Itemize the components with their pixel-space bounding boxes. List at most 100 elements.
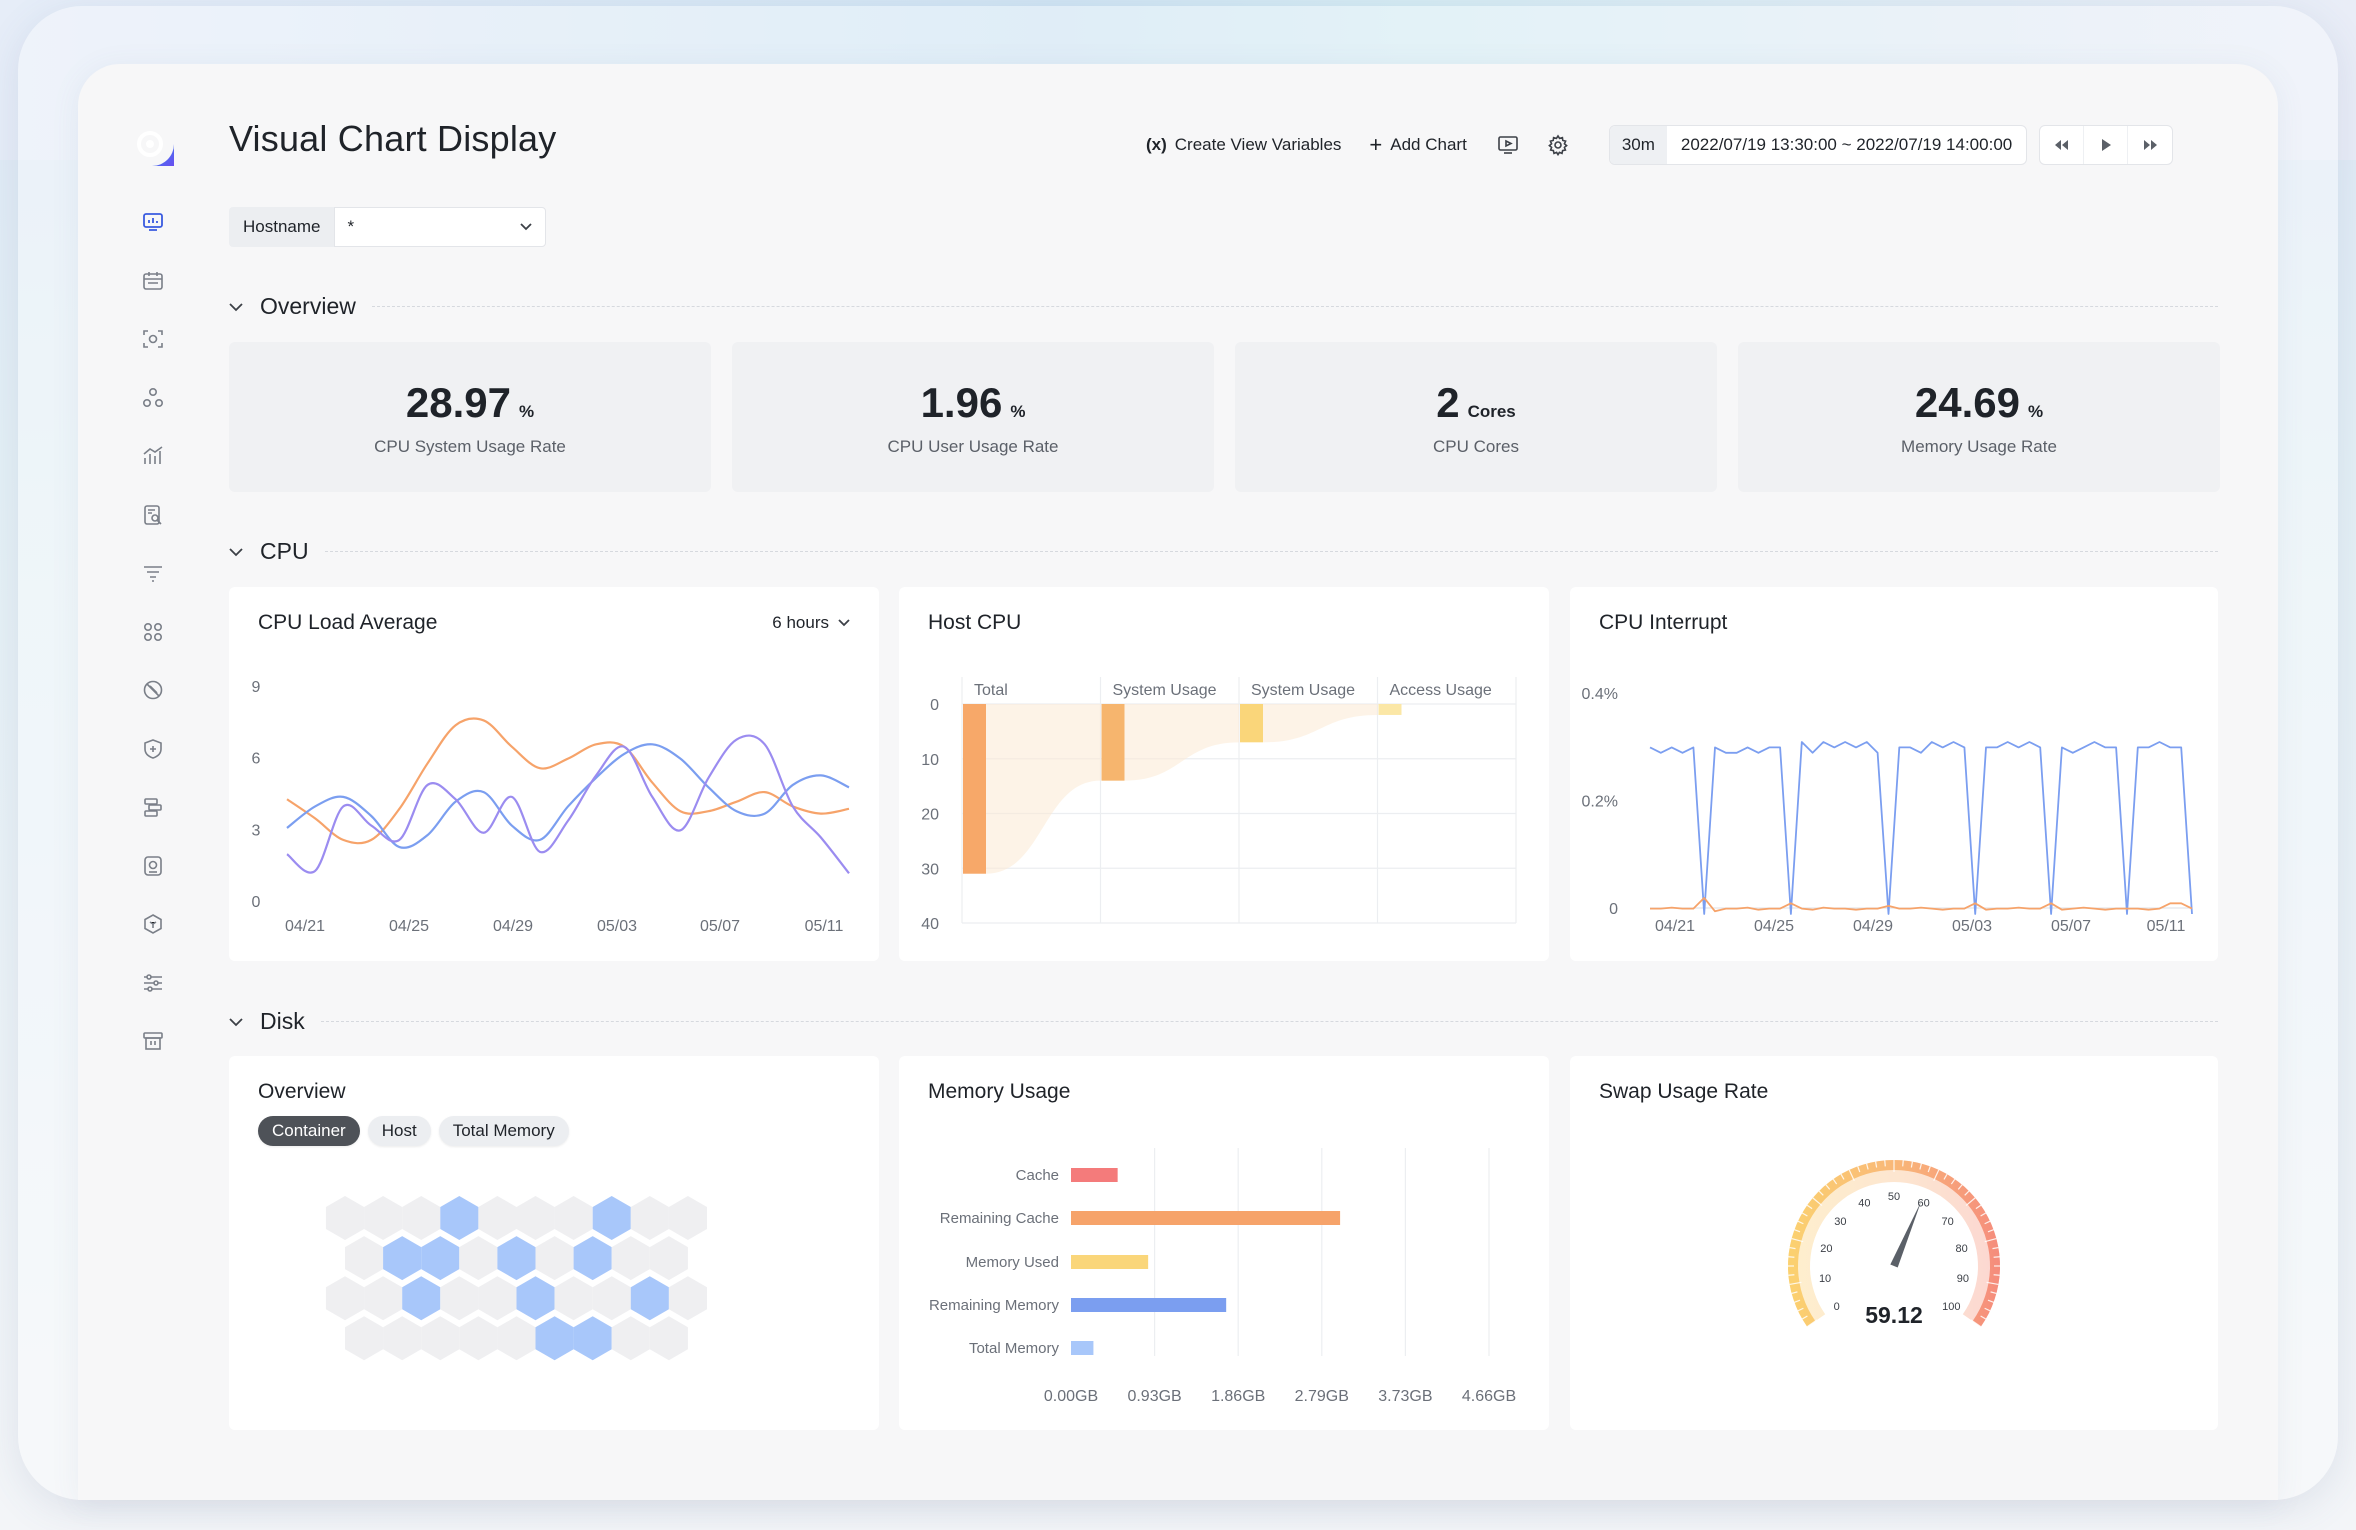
bar	[1071, 1211, 1341, 1225]
hex-cell	[573, 1236, 612, 1281]
gauge-tick	[1857, 1166, 1861, 1173]
section-title: CPU	[260, 538, 309, 564]
tag-host[interactable]: Host	[367, 1116, 431, 1146]
fast-forward-button[interactable]	[2128, 126, 2172, 164]
y-tick-label: 0	[1609, 901, 1618, 918]
gauge-tick-label: 60	[1917, 1198, 1929, 1210]
gauge-tick	[1788, 1256, 1795, 1258]
hex-cell	[592, 1196, 631, 1240]
time-preset[interactable]: 30m	[1609, 126, 1667, 164]
settings-gear-icon[interactable]	[1545, 132, 1571, 158]
sidebar-item-hexagon[interactable]	[136, 907, 170, 941]
hex-cell	[459, 1236, 498, 1281]
time-range-picker[interactable]: 30m 2022/07/19 13:30:00 ~ 2022/07/19 14:…	[1608, 125, 2028, 165]
hex-cell	[611, 1236, 650, 1281]
chevron-down-icon	[229, 1017, 243, 1026]
sidebar-item-server-stack[interactable]	[136, 790, 170, 824]
gauge-tick	[1984, 1237, 1997, 1243]
bar	[1071, 1298, 1227, 1312]
chevron-down-icon	[520, 223, 533, 231]
gauge-tick	[1789, 1247, 1796, 1250]
sidebar-item-dashboard[interactable]	[136, 205, 170, 239]
x-tick-label: 05/07	[2051, 918, 2091, 935]
gauge-tick	[1902, 1160, 1904, 1167]
hostname-select[interactable]: *	[334, 207, 547, 247]
sidebar-item-apps[interactable]	[136, 615, 170, 649]
sidebar-item-shield-plus[interactable]	[136, 732, 170, 766]
add-chart-button[interactable]: + Add Chart	[1369, 132, 1466, 158]
category-label: Total Memory	[969, 1340, 1060, 1357]
hex-cell	[630, 1196, 669, 1240]
section-cpu[interactable]: CPU	[226, 538, 2218, 565]
gauge-tick	[1992, 1247, 1999, 1250]
series-line	[286, 734, 850, 875]
hex-cell	[497, 1316, 536, 1361]
create-view-variables-button[interactable]: (x) Create View Variables	[1146, 135, 1341, 155]
sidebar-item-camera[interactable]	[136, 849, 170, 883]
card-cpu-load-average: CPU Load Average 6 hours 0 3 6 9 04/21 04/25 0…	[229, 587, 879, 961]
section-title: Overview	[260, 293, 356, 319]
gauge-tick	[1950, 1178, 1956, 1185]
card-swap-usage: Swap Usage Rate 0 10 20 30 40 50 60 70 80 90 100 59…	[1570, 1056, 2218, 1430]
bar	[1378, 704, 1402, 715]
tag-total-memory[interactable]: Total Memory	[438, 1116, 569, 1146]
hex-cell	[573, 1316, 612, 1361]
bar	[1071, 1168, 1118, 1182]
gauge-tick	[1825, 1184, 1831, 1190]
gauge-tick	[1927, 1166, 1931, 1173]
gauge-tick	[1987, 1299, 1994, 1303]
x-tick-label: 05/11	[805, 918, 844, 935]
apps-icon	[143, 622, 163, 641]
sidebar-item-archive[interactable]	[136, 1024, 170, 1058]
gauge-tick	[1933, 1169, 1940, 1182]
stat-label: CPU Cores	[1433, 437, 1519, 456]
hex-cell	[478, 1276, 517, 1321]
disabled-circle-icon	[143, 680, 163, 700]
sidebar-item-disabled-circle[interactable]	[136, 673, 170, 707]
rewind-button[interactable]	[2040, 126, 2085, 164]
hex-cell	[649, 1316, 688, 1361]
stat-card-memory: 24.69% Memory Usage Rate	[1738, 342, 2220, 492]
x-tick-label: 05/11	[2147, 918, 2186, 935]
section-title: Disk	[260, 1008, 305, 1034]
play-icon	[2101, 139, 2111, 151]
hex-cell	[325, 1276, 365, 1321]
sidebar-item-calendar[interactable]	[136, 264, 170, 298]
y-tick-label: 0.2%	[1582, 794, 1618, 811]
y-tick-label: 9	[252, 679, 261, 696]
sidebar-item-cluster[interactable]	[136, 381, 170, 415]
card-host-cpu: Host CPU 0 10 20 30 40 Total System Usage Syste…	[899, 587, 1549, 961]
x-tick-label: 05/07	[700, 918, 740, 935]
gauge-tick-label: 50	[1888, 1191, 1900, 1203]
x-tick-label: 0.93GB	[1127, 1388, 1181, 1405]
gauge-tick	[1801, 1212, 1808, 1217]
stat-label: Memory Usage Rate	[1901, 437, 2057, 456]
time-range-value[interactable]: 2022/07/19 13:30:00 ~ 2022/07/19 14:00:0…	[1680, 135, 2013, 154]
sidebar-item-log-search[interactable]	[136, 498, 170, 532]
stat-value: 2	[1436, 379, 1460, 426]
sidebar-item-sliders[interactable]	[136, 966, 170, 1000]
section-divider	[324, 551, 2218, 552]
sidebar-item-scan[interactable]	[136, 322, 170, 356]
gauge-tick	[1788, 1274, 1795, 1276]
honeycomb-chart	[325, 1196, 707, 1361]
tag-container[interactable]: Container	[258, 1116, 360, 1146]
cluster-icon	[142, 387, 164, 407]
section-overview[interactable]: Overview	[226, 293, 2218, 320]
sidebar-item-filter-list[interactable]	[136, 556, 170, 590]
gauge-tick-label: 100	[1942, 1301, 1960, 1313]
x-tick-label: 04/29	[493, 918, 533, 935]
time-range-select[interactable]: 6 hours	[772, 613, 851, 633]
shield-plus-icon	[144, 738, 162, 759]
hex-cell	[649, 1236, 688, 1281]
create-view-variables-label: Create View Variables	[1174, 135, 1342, 154]
y-tick-label: 6	[252, 751, 261, 768]
hex-cell	[459, 1316, 498, 1361]
stat-unit: %	[518, 402, 535, 421]
presentation-icon[interactable]	[1495, 132, 1521, 158]
gauge-tick-label: 20	[1820, 1243, 1832, 1255]
play-button[interactable]	[2084, 126, 2129, 164]
sidebar-item-bar-chart[interactable]	[136, 439, 170, 473]
hex-cell	[630, 1276, 669, 1321]
section-disk[interactable]: Disk	[226, 1008, 2218, 1035]
